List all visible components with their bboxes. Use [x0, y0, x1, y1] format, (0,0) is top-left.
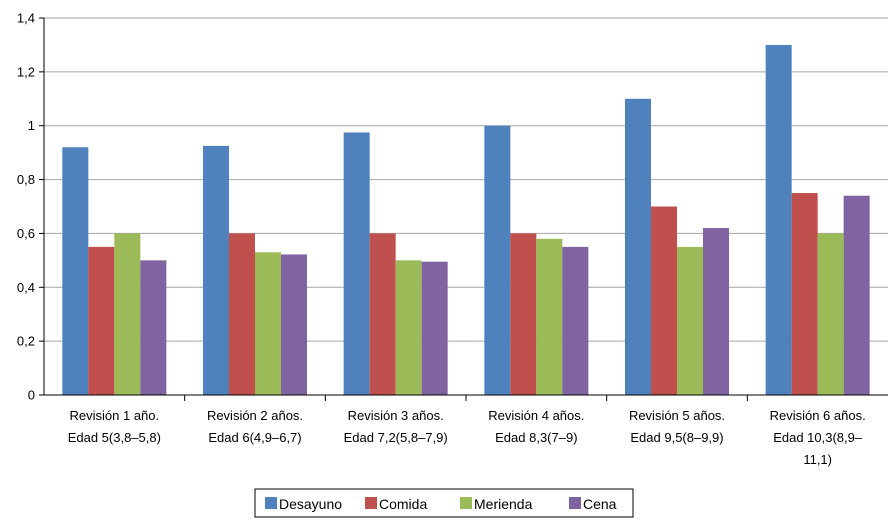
- y-axis-tick-labels: 0 0,2 0,4 0,6 0,8 1 1,2 1,4: [17, 11, 35, 403]
- legend-swatch: [569, 497, 581, 509]
- x-category-label: Revisión 3 años.: [348, 408, 444, 423]
- bars: [62, 44, 870, 396]
- x-axis-category-labels: Revisión 1 año. Edad 5(3,8–5,8) Revisión 2…: [68, 408, 866, 467]
- bar-comida: [229, 233, 255, 395]
- y-tick-label: 1,2: [17, 64, 35, 79]
- legend-label: Comida: [379, 496, 427, 512]
- y-tick-label: 0,2: [17, 334, 35, 349]
- y-tick-label: 0,8: [17, 172, 35, 187]
- x-category-label: Revisión 4 años.: [488, 408, 584, 423]
- y-tick-label: 1: [28, 118, 35, 133]
- bar-merienda: [255, 252, 281, 395]
- x-category-label: Revisión 2 años.: [207, 408, 303, 423]
- y-tick-label: 1,4: [17, 11, 35, 26]
- bar-merienda: [395, 260, 422, 395]
- bar-comida: [651, 206, 677, 395]
- bar-desayuno: [765, 44, 792, 396]
- legend-label: Desayuno: [279, 496, 342, 512]
- bar-cena: [703, 228, 729, 395]
- bar-cena: [140, 260, 167, 395]
- legend-swatch: [365, 497, 377, 509]
- axes: [39, 17, 888, 401]
- bar-merienda: [536, 238, 563, 395]
- x-category-label: Edad 6(4,9–6,7): [208, 430, 301, 445]
- bar-cena: [421, 261, 448, 395]
- bar-desayuno: [343, 132, 370, 396]
- bar-merienda: [677, 246, 703, 395]
- bar-cena: [843, 195, 870, 395]
- y-tick-label: 0: [28, 388, 35, 403]
- legend-swatch: [265, 497, 277, 509]
- x-category-label: Edad 9,5(8–9,9): [630, 430, 723, 445]
- y-tick-label: 0,4: [17, 280, 35, 295]
- grid-lines: [44, 17, 888, 342]
- x-category-label: Edad 5(3,8–5,8): [68, 430, 161, 445]
- x-category-label: Edad 8,3(7–9): [495, 430, 577, 445]
- x-category-label: Revisión 1 año.: [70, 408, 160, 423]
- bar-merienda: [114, 233, 141, 395]
- bar-merienda: [817, 233, 844, 395]
- x-category-label: Edad 7,2(5,8–7,9): [344, 430, 448, 445]
- x-category-label: Revisión 5 años.: [629, 408, 725, 423]
- bar-desayuno: [625, 98, 651, 396]
- bar-desayuno: [203, 145, 229, 395]
- y-tick-label: 0,6: [17, 226, 35, 241]
- bar-comida: [369, 233, 396, 395]
- bar-comida: [88, 246, 115, 395]
- bar-cena: [562, 246, 589, 395]
- bar-comida: [791, 193, 818, 395]
- legend: Desayuno Comida Merienda Cena: [254, 488, 634, 518]
- legend-swatch: [460, 497, 472, 509]
- x-category-label: Revisión 6 años.: [770, 408, 866, 423]
- legend-label: Merienda: [474, 496, 533, 512]
- x-category-label: Edad 10,3(8,9–: [773, 430, 863, 445]
- x-category-label: 11,1): [803, 452, 832, 467]
- bar-desayuno: [62, 147, 89, 395]
- bar-desayuno: [484, 125, 511, 395]
- legend-label: Cena: [583, 496, 617, 512]
- bar-cena: [281, 254, 307, 395]
- bar-comida: [510, 233, 537, 395]
